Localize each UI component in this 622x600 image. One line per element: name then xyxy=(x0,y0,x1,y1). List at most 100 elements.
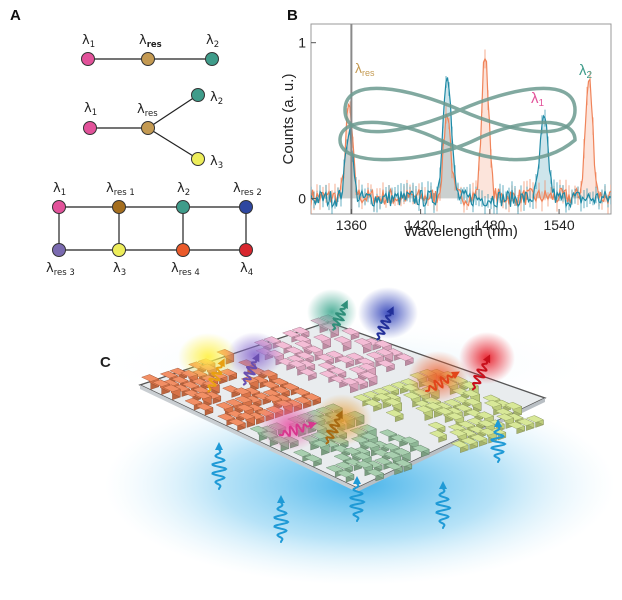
emitted-photon-purple xyxy=(242,353,260,386)
resonator-tile xyxy=(353,338,372,354)
y-tick-label: 0 xyxy=(298,190,306,206)
resonator-tile xyxy=(303,393,322,406)
resonator-tile xyxy=(227,418,246,431)
label-lambda-res-3: λres 3 xyxy=(46,261,75,278)
label-lambda-3: λ3 xyxy=(113,261,126,278)
resonator-tile xyxy=(460,437,479,450)
resonator-tile xyxy=(203,391,222,405)
label-lambda-res-1: λres 1 xyxy=(106,181,135,198)
spectrum-line xyxy=(311,57,611,208)
resonator-tile xyxy=(385,409,404,423)
node-lambda-2 xyxy=(191,88,205,102)
label-lambda-res: λres xyxy=(139,33,162,50)
x-axis-title: Wavelength (nm) xyxy=(404,223,518,240)
label-lambda-1: λ1 xyxy=(84,101,97,118)
resonator-tile xyxy=(415,405,434,421)
x-tick-label: 1480 xyxy=(474,217,505,233)
y-axis-title: Counts (a. u.) xyxy=(280,74,297,165)
node-lambda-2 xyxy=(176,200,190,214)
annotation-lambda-1: λ1 xyxy=(531,90,545,109)
resonator-tile xyxy=(364,460,383,473)
resonator-tile xyxy=(291,326,310,340)
graph-linear: λ1 λres λ2 xyxy=(81,33,219,66)
node-lambda-1 xyxy=(81,52,95,66)
photon-waves xyxy=(207,300,507,543)
plot-frame xyxy=(310,23,612,215)
node-lambda-1 xyxy=(83,121,97,135)
resonator-tile xyxy=(450,440,469,453)
resonator-tile xyxy=(311,439,330,456)
resonator-tile xyxy=(355,460,374,477)
pump-photon-wave xyxy=(211,442,228,490)
emitted-photon-teal xyxy=(331,300,348,331)
label-lambda-res: λres xyxy=(137,102,158,119)
panel-label-b: B xyxy=(287,7,298,24)
resonator-tile xyxy=(411,444,430,458)
resonator-tile xyxy=(303,454,322,467)
pump-photon-wave xyxy=(490,419,507,463)
graph-branch: λ1 λres λ2 λ3 xyxy=(83,88,223,171)
resonator-tile xyxy=(316,353,335,367)
node-lambda-2 xyxy=(205,52,219,66)
node-lambda-res-2 xyxy=(239,200,253,214)
axis-ticks: 1360 1420 1480 1540 0 1 xyxy=(298,35,575,233)
node-lambda-res-3 xyxy=(52,243,66,257)
resonator-tile xyxy=(363,399,382,412)
emitted-photon-amber xyxy=(325,410,343,445)
label-lambda-2: λ2 xyxy=(206,33,219,50)
resonator-tile xyxy=(350,377,369,390)
emitted-photon-navy xyxy=(376,306,394,341)
label-lambda-1: λ1 xyxy=(53,181,66,198)
resonator-tile xyxy=(366,468,385,482)
resonator-tile xyxy=(394,459,413,472)
resonator-tile xyxy=(298,368,317,381)
emission-glow-teal xyxy=(307,289,357,335)
resonator-tile xyxy=(292,449,312,462)
resonator-tile xyxy=(463,397,482,414)
node-lambda-1 xyxy=(52,200,66,214)
label-lambda-4: λ4 xyxy=(240,261,253,278)
spectrum-line xyxy=(311,77,611,209)
node-lambda-res-4 xyxy=(176,243,190,257)
resonator-tile xyxy=(376,359,395,373)
panel-label-a: A xyxy=(10,7,21,24)
chip-edge xyxy=(140,385,357,492)
resonator-tile xyxy=(384,462,403,475)
resonator-tile xyxy=(340,377,359,394)
x-tick-label: 1540 xyxy=(543,217,574,233)
emitted-photon-yellow xyxy=(207,358,225,393)
resonator-tile xyxy=(507,421,526,435)
pump-photon-wave xyxy=(273,495,290,543)
emission-glow-yellow xyxy=(178,333,238,381)
emitted-photon-orange xyxy=(425,371,460,392)
pump-photon-wave xyxy=(435,481,452,529)
resonator-tile xyxy=(336,469,355,483)
resonator-tile xyxy=(359,371,378,387)
resonator-tile xyxy=(360,432,379,449)
resonator-tile xyxy=(381,384,400,398)
photonic-chip-illustration xyxy=(85,287,615,585)
graph-grid: λ1 λres 1 λ2 λres 2 λres 3 λ3 λres 4 λ4 xyxy=(46,181,262,278)
resonator-tile xyxy=(395,353,414,366)
emission-glow-purple xyxy=(227,332,283,378)
resonator-tile xyxy=(333,336,352,352)
emission-glow-orange xyxy=(408,351,468,403)
resonator-tile xyxy=(525,415,544,428)
resonator-tile xyxy=(516,418,535,431)
annotation-lambda-2: λ2 xyxy=(579,62,593,81)
spectrum-chart: 1360 1420 1480 1540 0 1 Wavelength (nm) Count… xyxy=(280,23,612,240)
resonator-tile xyxy=(195,402,214,416)
node-lambda-res xyxy=(141,121,155,135)
resonator-tile xyxy=(384,398,403,414)
y-tick-label: 1 xyxy=(298,35,306,51)
node-lambda-3 xyxy=(191,152,205,166)
x-tick-label: 1420 xyxy=(405,217,436,233)
label-lambda-3: λ3 xyxy=(210,154,223,171)
node-lambda-4 xyxy=(239,243,253,257)
figure-eight-loop-upper xyxy=(343,86,577,134)
resonator-tile xyxy=(297,359,316,373)
emission-glow-navy xyxy=(358,287,418,339)
figure-eight-loop-lower xyxy=(338,120,577,162)
emitted-photon-pink xyxy=(278,421,317,437)
